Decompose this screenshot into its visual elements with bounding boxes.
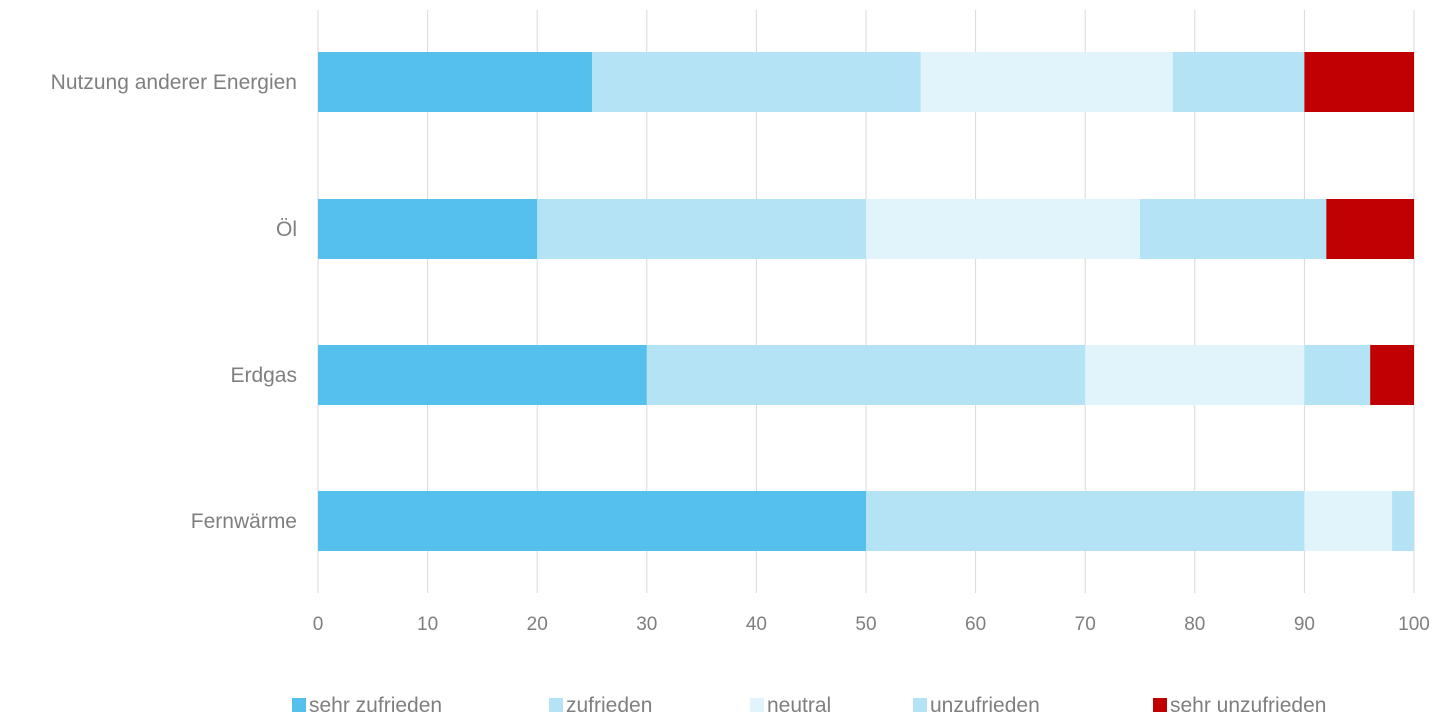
bar-segment-4 (1392, 491, 1414, 551)
bar-segment-5 (1370, 345, 1414, 405)
legend-item: neutral (750, 694, 831, 717)
x-axis-tick-labels: 0 10 20 30 40 50 60 70 80 90 100 (313, 614, 1430, 635)
category-label: Nutzung anderer Energien (51, 71, 297, 94)
bar-segment-1 (318, 52, 592, 112)
legend-label: unzufrieden (930, 694, 1040, 717)
bar-segment-3 (920, 52, 1173, 112)
legend-label: neutral (767, 694, 831, 717)
category-label: Öl (276, 218, 297, 241)
x-tick-label: 60 (965, 614, 986, 635)
x-tick-label: 20 (527, 614, 548, 635)
legend: sehr zufrieden zufrieden neutral unzufriede… (292, 694, 1326, 717)
x-tick-label: 10 (417, 614, 438, 635)
bar-segment-1 (318, 345, 647, 405)
bar-segments (318, 52, 1414, 551)
bar-segment-1 (318, 491, 866, 551)
bar-segment-1 (318, 199, 538, 259)
legend-label: zufrieden (566, 694, 652, 717)
x-tick-label: 100 (1398, 614, 1430, 635)
bar-segment-4 (1140, 199, 1327, 259)
x-tick-label: 40 (746, 614, 767, 635)
bar-segment-2 (537, 199, 866, 259)
bar-segment-3 (866, 199, 1140, 259)
legend-label: sehr zufrieden (309, 694, 442, 717)
legend-item: sehr unzufrieden (1153, 694, 1326, 717)
legend-swatch (292, 698, 306, 712)
legend-label: sehr unzufrieden (1170, 694, 1326, 717)
bar-segment-4 (1304, 345, 1371, 405)
x-tick-label: 50 (855, 614, 876, 635)
bar-segment-4 (1172, 52, 1305, 112)
bar-segment-2 (592, 52, 921, 112)
category-label: Fernwärme (191, 510, 297, 533)
legend-item: sehr zufrieden (292, 694, 442, 717)
bar-segment-2 (866, 491, 1305, 551)
legend-swatch (913, 698, 927, 712)
x-tick-label: 0 (313, 614, 324, 635)
bar-segment-2 (646, 345, 1086, 405)
x-tick-label: 90 (1294, 614, 1315, 635)
legend-swatch (750, 698, 764, 712)
bar-segment-5 (1304, 52, 1414, 112)
x-tick-label: 70 (1075, 614, 1096, 635)
bar-segment-3 (1304, 491, 1393, 551)
x-tick-label: 30 (636, 614, 657, 635)
legend-swatch (1153, 698, 1167, 712)
category-labels: Nutzung anderer Energien Öl Erdgas Fernwärm… (51, 71, 297, 533)
bar-segment-3 (1085, 345, 1305, 405)
bar-segment-5 (1326, 199, 1414, 259)
x-tick-label: 80 (1184, 614, 1205, 635)
legend-item: zufrieden (549, 694, 652, 717)
category-label: Erdgas (230, 364, 297, 387)
legend-item: unzufrieden (913, 694, 1040, 717)
legend-swatch (549, 698, 563, 712)
